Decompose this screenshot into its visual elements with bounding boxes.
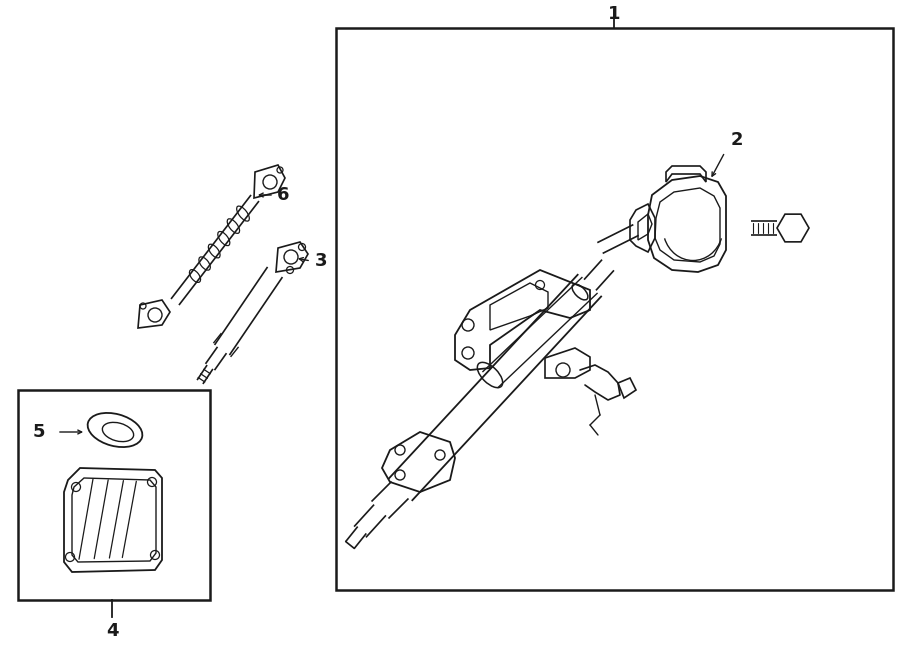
- Text: 4: 4: [106, 622, 118, 640]
- Text: 3: 3: [315, 252, 328, 270]
- Text: 1: 1: [608, 5, 620, 23]
- Bar: [336, 28, 893, 590]
- Text: 5: 5: [33, 423, 46, 441]
- Text: 2: 2: [731, 131, 743, 149]
- Bar: [18, 390, 210, 600]
- Text: 6: 6: [277, 186, 290, 204]
